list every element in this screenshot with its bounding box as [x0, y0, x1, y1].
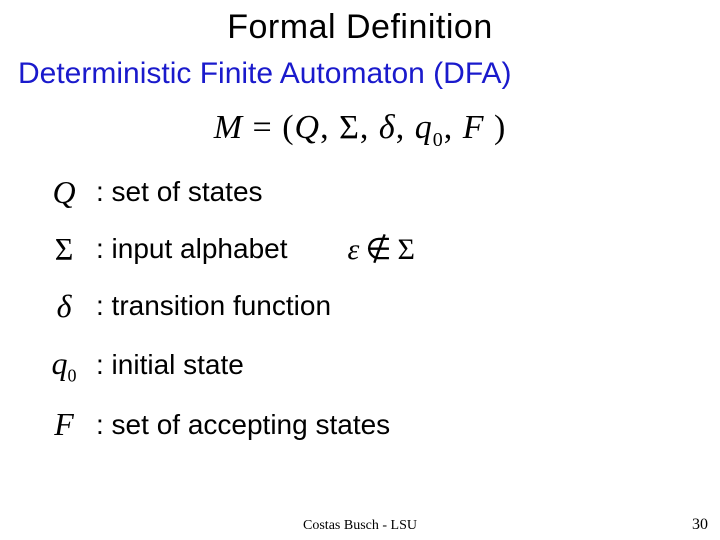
sidenote-eps: ε	[348, 233, 360, 266]
symbol-q0: q0	[36, 345, 92, 386]
definition-list: Q : set of states Σ : input alphabet ε∉Σ…	[0, 174, 720, 443]
eq-delta: δ	[379, 109, 396, 146]
eq-eq: =	[243, 109, 282, 146]
eq-Q: Q	[295, 109, 321, 146]
footer-credit: Costas Busch - LSU	[0, 518, 720, 534]
eq-q-sub: 0	[433, 129, 444, 151]
symbol-q0-sub: 0	[68, 365, 77, 385]
page-number: 30	[692, 516, 708, 534]
eq-c2: ,	[360, 109, 379, 146]
desc-F: : set of accepting states	[96, 409, 390, 441]
symbol-delta: δ	[36, 288, 92, 325]
slide-title: Formal Definition	[0, 0, 720, 47]
sidenote-Sigma: Σ	[397, 233, 414, 266]
eq-close: )	[484, 109, 506, 146]
desc-q0: : initial state	[96, 349, 244, 381]
symbol-Q: Q	[36, 174, 92, 211]
eq-Sigma: Σ	[339, 109, 360, 146]
row-Q: Q : set of states	[36, 174, 720, 211]
row-delta: δ : transition function	[36, 288, 720, 325]
slide-subtitle: Deterministic Finite Automaton (DFA)	[0, 57, 720, 91]
tuple-equation: M = (Q, Σ, δ, q0, F )	[0, 109, 720, 152]
slide: Formal Definition Deterministic Finite A…	[0, 0, 720, 540]
eq-c3: ,	[396, 109, 415, 146]
row-q0: q0 : initial state	[36, 345, 720, 386]
symbol-q0-q: q	[52, 345, 68, 381]
eq-open: (	[282, 109, 294, 146]
eq-c1: ,	[320, 109, 339, 146]
desc-Q: : set of states	[96, 176, 263, 208]
eq-F: F	[463, 109, 485, 146]
eq-c4: ,	[444, 109, 463, 146]
row-F: F : set of accepting states	[36, 406, 720, 443]
symbol-Sigma: Σ	[36, 231, 92, 268]
sidenote-notin-icon: ∉	[365, 233, 391, 266]
symbol-F: F	[36, 406, 92, 443]
desc-delta: : transition function	[96, 290, 331, 322]
sidenote-eps-notin-sigma: ε∉Σ	[348, 232, 415, 267]
eq-lhs: M	[214, 109, 243, 146]
row-Sigma: Σ : input alphabet ε∉Σ	[36, 231, 720, 268]
desc-Sigma: : input alphabet	[96, 233, 288, 265]
eq-q: q	[415, 109, 433, 146]
